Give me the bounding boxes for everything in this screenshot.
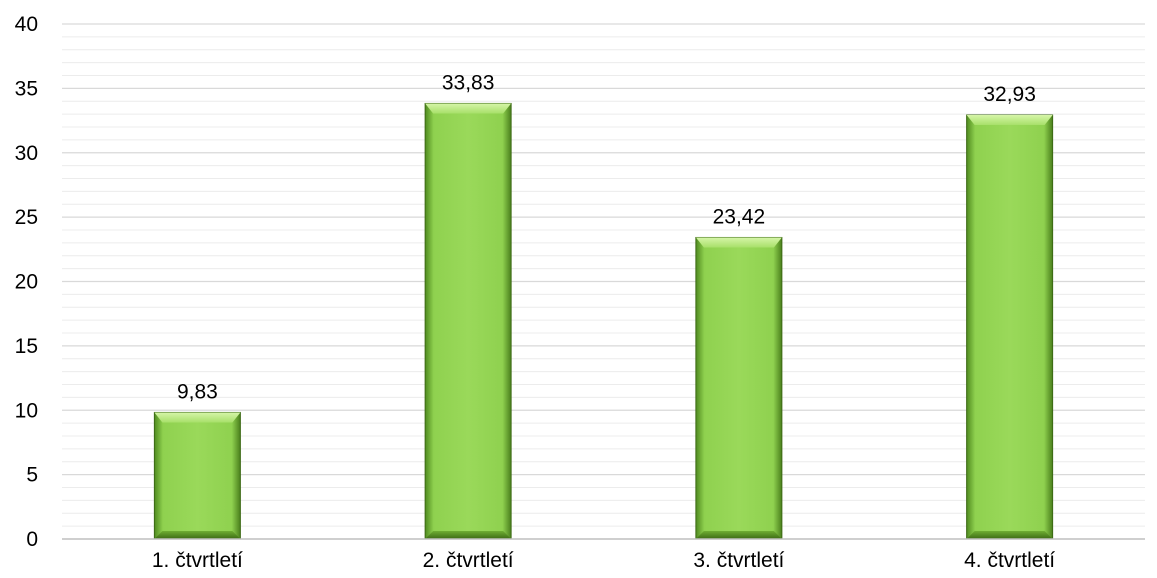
x-tick-label: 1. čtvrtletí [152, 549, 243, 572]
grid-lines [62, 23, 1145, 527]
bar-bevel-top [425, 103, 512, 114]
bar-body [424, 102, 512, 540]
bars [153, 102, 1054, 540]
bar-body [695, 236, 783, 540]
y-tick-label: 30 [15, 142, 38, 165]
y-tick-label: 5 [26, 464, 38, 487]
bar-bevel-bottom [966, 531, 1053, 539]
bar [424, 102, 512, 540]
y-tick-label: 10 [15, 399, 38, 422]
y-tick-label: 35 [15, 77, 38, 100]
y-tick-label: 40 [15, 13, 38, 36]
bar-bevel-bottom [695, 531, 782, 539]
y-tick-label: 25 [15, 206, 38, 229]
labels: 0 5 10 15 20 25 30 35 40 9,83 1. čtvrtletí 33,83 2. … [15, 13, 1056, 572]
data-label: 33,83 [442, 71, 495, 94]
bar [695, 236, 783, 540]
data-label: 32,93 [983, 83, 1036, 106]
bar-bevel-top [154, 412, 241, 423]
data-label: 9,83 [177, 380, 218, 403]
bar-body [153, 411, 241, 540]
x-tick-label: 2. čtvrtletí [423, 549, 514, 572]
y-tick-label: 20 [15, 271, 38, 294]
bar-bevel-bottom [425, 531, 512, 539]
y-tick-label: 0 [26, 528, 38, 551]
y-tick-label: 15 [15, 335, 38, 358]
x-tick-label: 3. čtvrtletí [693, 549, 784, 572]
data-label: 23,42 [713, 205, 766, 228]
bar-body [966, 114, 1054, 540]
bar [966, 114, 1054, 540]
bar-bevel-bottom [154, 531, 241, 539]
x-tick-label: 4. čtvrtletí [964, 549, 1055, 572]
bar-bevel-top [695, 237, 782, 248]
bar-bevel-top [966, 115, 1053, 126]
bar [153, 411, 241, 540]
